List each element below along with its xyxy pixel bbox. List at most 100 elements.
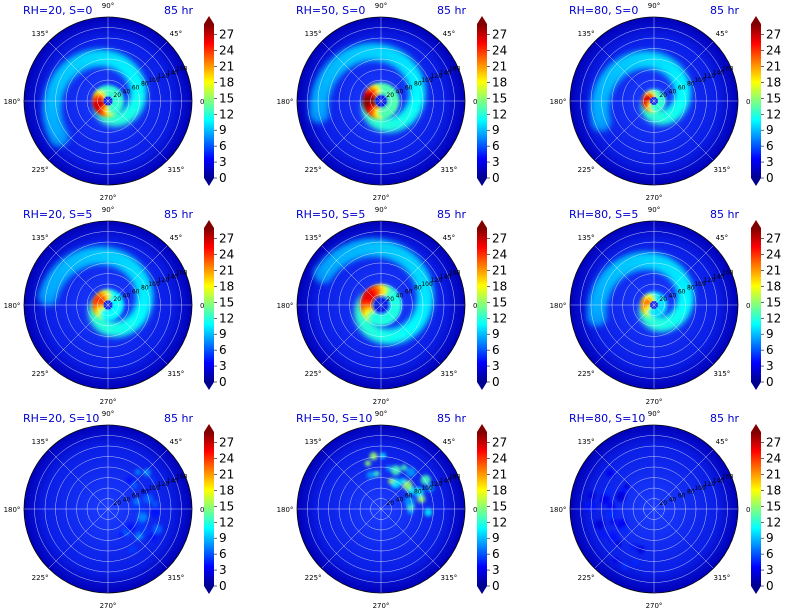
radial-tick-label: 80 <box>141 81 149 88</box>
eyewall <box>92 85 124 117</box>
colorbar-tick-label: 27 <box>219 28 234 42</box>
radial-tick-label: 120 <box>158 277 170 284</box>
angle-label: 315° <box>440 370 457 378</box>
radial-tick-label: 40 <box>396 88 404 95</box>
rain-cell <box>405 467 416 478</box>
rain-cell <box>142 489 149 496</box>
grid-spoke <box>107 508 168 569</box>
angle-label: 45° <box>716 438 728 446</box>
rain-cell <box>607 531 618 542</box>
radial-tick-label: 120 <box>704 73 716 80</box>
rain-cell <box>369 452 378 461</box>
rain-cell <box>149 476 156 483</box>
band-cell <box>586 305 608 327</box>
grid-spoke <box>321 304 382 365</box>
colorbar-bottom-arrow <box>477 178 487 186</box>
polar-panel: 2040608010012014016090°45°0°315°270°225°… <box>550 206 754 406</box>
radial-tick-label: 140 <box>440 69 452 76</box>
colorbar-tick-label: 6 <box>766 547 774 561</box>
angle-label: 180° <box>277 506 294 514</box>
angle-label: 45° <box>443 234 455 242</box>
angle-label: 315° <box>440 166 457 174</box>
angle-label: 135° <box>32 30 49 38</box>
colorbar-bottom-arrow <box>477 586 487 594</box>
panel-title: RH=50, S=10 <box>296 412 372 425</box>
polar-panel: 2040608010012014016090°45°0°315°270°225°… <box>277 206 481 406</box>
angle-label: 270° <box>100 602 117 610</box>
rain-cell <box>400 464 407 471</box>
angle-label: 270° <box>373 602 390 610</box>
colorbar-body <box>477 228 487 382</box>
colorbar-tick-label: 6 <box>219 343 227 357</box>
colorbar-bottom-arrow <box>751 586 761 594</box>
colorbar-tick-label: 27 <box>219 232 234 246</box>
radial-tick-label: 60 <box>405 493 413 500</box>
panel-time: 85 hr <box>164 4 193 17</box>
rain-cell <box>606 509 617 520</box>
colorbar-tick-label: 24 <box>492 248 507 262</box>
radial-tick-label: 140 <box>167 477 179 484</box>
colorbar-tick-label: 18 <box>219 75 234 89</box>
polar-frame <box>569 220 739 390</box>
colorbar-tick-label: 9 <box>766 123 774 137</box>
grid-spoke <box>107 245 168 306</box>
rain-cell <box>587 491 596 500</box>
colorbar-tick-label: 27 <box>492 436 507 450</box>
rain-field <box>586 251 695 332</box>
rain-cell <box>615 540 622 547</box>
colorbar-tick-label: 9 <box>492 531 500 545</box>
colorbar-tick-label: 12 <box>219 515 234 529</box>
radial-tick-label: 100 <box>694 281 706 288</box>
colorbar-top-arrow <box>204 424 214 432</box>
spiral-band <box>308 42 426 133</box>
colorbar-tick-label: 18 <box>219 483 234 497</box>
radial-tick-label: 160 <box>449 269 461 276</box>
angle-label: 90° <box>648 2 660 10</box>
radial-tick-label: 20 <box>386 92 394 99</box>
rain-cell <box>137 512 148 523</box>
panel-time: 85 hr <box>437 4 466 17</box>
grid-spoke <box>107 100 168 161</box>
radial-tick-label: 160 <box>176 269 188 276</box>
radial-tick-label: 160 <box>722 473 734 480</box>
radial-tick-label: 100 <box>421 281 433 288</box>
radial-tick-label: 80 <box>687 489 695 496</box>
radial-tick-label: 80 <box>414 285 422 292</box>
colorbar-tick-label: 3 <box>219 359 227 373</box>
colorbar-tick-label: 18 <box>492 75 507 89</box>
angle-label: 315° <box>713 574 730 582</box>
colorbar-tick-label: 12 <box>492 515 507 529</box>
rain-field <box>38 245 154 338</box>
colorbar-tick-label: 6 <box>766 343 774 357</box>
radial-tick-label: 160 <box>449 65 461 72</box>
radial-tick-label: 120 <box>158 73 170 80</box>
angle-label: 45° <box>170 30 182 38</box>
colorbar-tick-label: 0 <box>492 375 500 389</box>
angle-label: 180° <box>4 302 21 310</box>
colorbar-tick-label: 15 <box>766 91 781 105</box>
colorbar-tick-label: 21 <box>766 59 781 73</box>
grid-spoke <box>321 100 382 161</box>
angle-label: 180° <box>277 98 294 106</box>
radial-tick-label: 60 <box>678 493 686 500</box>
grid-spoke <box>594 508 655 569</box>
colorbar-bottom-arrow <box>204 586 214 594</box>
colorbar-tick-label: 24 <box>766 452 781 466</box>
angle-label: 90° <box>648 206 660 214</box>
colorbar-bottom-arrow <box>751 382 761 390</box>
angle-label: 45° <box>716 234 728 242</box>
radial-tick-label: 100 <box>421 77 433 84</box>
angle-label: 225° <box>578 574 595 582</box>
grid-spoke <box>380 508 441 569</box>
colorbar-tick-label: 0 <box>219 171 227 185</box>
colorbar-tick-label: 12 <box>492 311 507 325</box>
angle-label: 270° <box>646 398 663 406</box>
rain-cell <box>615 491 626 502</box>
angle-label: 135° <box>305 30 322 38</box>
colorbar-tick-label: 3 <box>492 155 500 169</box>
radial-tick-label: 40 <box>396 292 404 299</box>
radial-tick-label: 60 <box>405 85 413 92</box>
colorbar-tick-label: 15 <box>492 91 507 105</box>
